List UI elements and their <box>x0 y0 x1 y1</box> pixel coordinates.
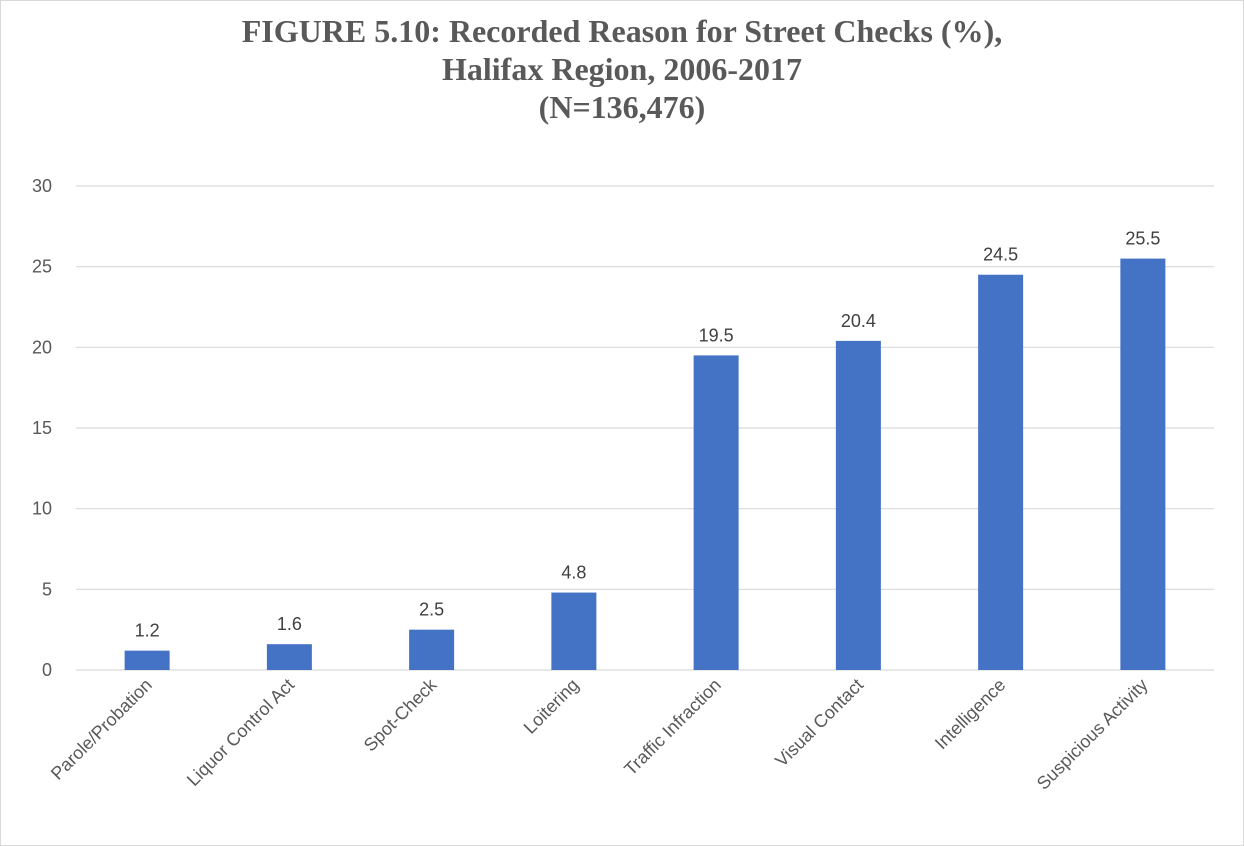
data-label: 24.5 <box>983 245 1018 265</box>
y-tick-label: 30 <box>32 176 52 196</box>
y-tick-label: 25 <box>32 257 52 277</box>
data-label: 20.4 <box>841 311 876 331</box>
bars <box>124 258 1166 670</box>
y-tick-label: 5 <box>42 579 52 599</box>
x-tick-label: Spot-Check <box>360 674 441 755</box>
x-tick-label: Parole/Probation <box>47 675 156 784</box>
y-axis-ticks: 0 5 10 15 20 25 30 <box>32 176 52 680</box>
y-tick-label: 15 <box>32 418 52 438</box>
data-label: 19.5 <box>699 325 734 345</box>
data-label: 1.6 <box>277 614 302 634</box>
x-axis-ticks: Parole/Probation Liquor Control Act Spot-C… <box>47 674 1152 794</box>
x-tick-label: Visual Contact <box>771 675 867 771</box>
x-tick-label: Intelligence <box>931 675 1010 754</box>
y-tick-label: 20 <box>32 337 52 357</box>
data-label: 25.5 <box>1125 229 1160 249</box>
data-labels: 1.2 1.6 2.5 4.8 19.5 20.4 24.5 25.5 <box>135 229 1161 641</box>
bar <box>693 355 739 670</box>
bar <box>835 340 881 670</box>
y-tick-label: 0 <box>42 660 52 680</box>
data-label: 1.2 <box>135 621 160 641</box>
x-tick-label: Traffic Infraction <box>620 675 725 780</box>
x-tick-label: Liquor Control Act <box>183 675 298 790</box>
chart-title-line-3: (N=136,476) <box>538 89 706 125</box>
bar <box>978 274 1024 670</box>
chart-title-line-2: Halifax Region, 2006-2017 <box>442 51 802 87</box>
bar <box>266 644 312 670</box>
bar <box>409 629 455 670</box>
gridlines <box>76 185 1214 671</box>
chart-title: FIGURE 5.10: Recorded Reason for Street … <box>0 12 1244 126</box>
bar <box>551 592 597 670</box>
data-label: 4.8 <box>561 563 586 583</box>
bar <box>124 650 170 670</box>
chart-title-line-1: FIGURE 5.10: Recorded Reason for Street … <box>241 13 1003 49</box>
data-label: 2.5 <box>419 600 444 620</box>
x-tick-label: Loitering <box>520 675 583 738</box>
x-tick-label: Suspicious Activity <box>1033 675 1152 794</box>
bar <box>1120 258 1166 670</box>
y-tick-label: 10 <box>32 499 52 519</box>
